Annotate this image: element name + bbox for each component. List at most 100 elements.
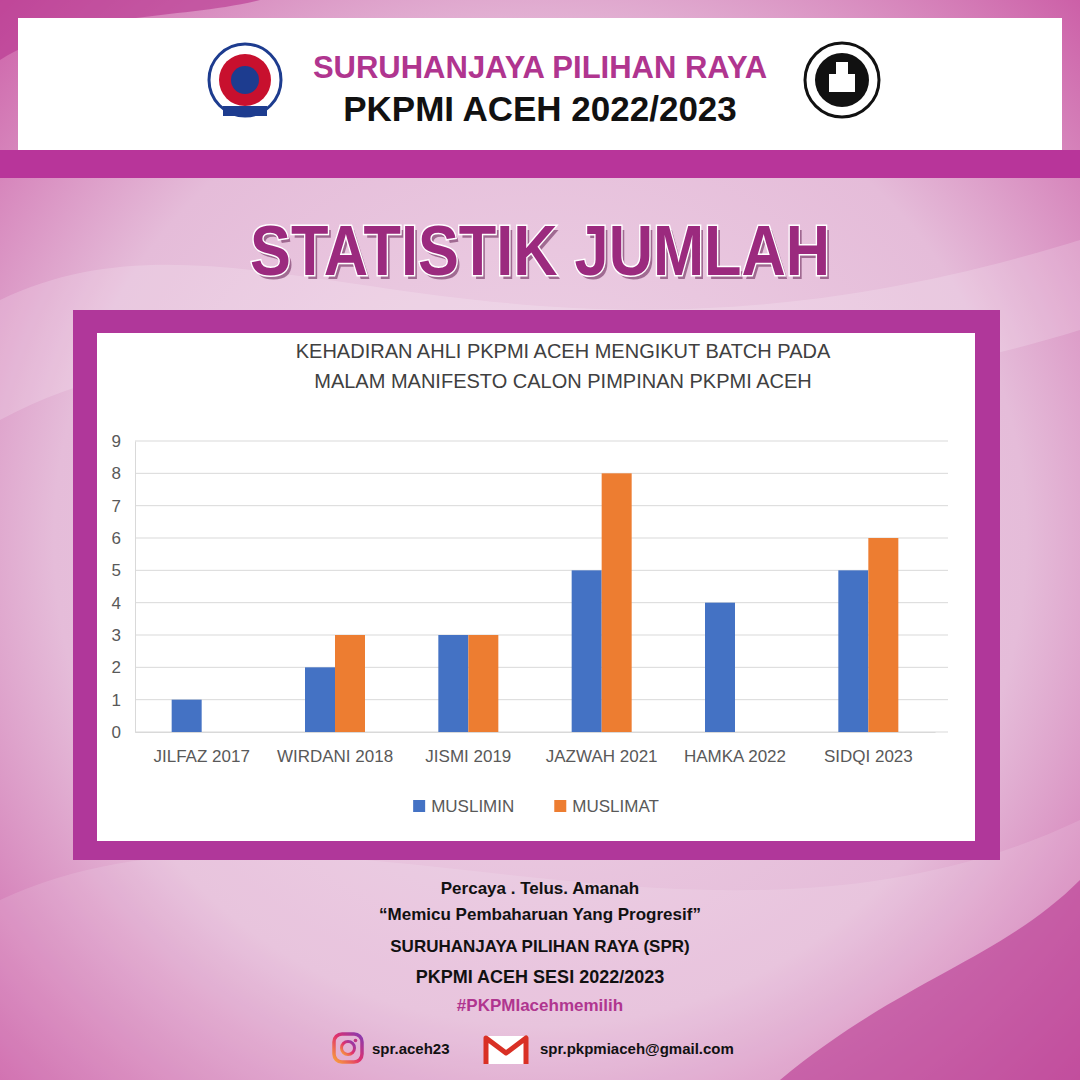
y-tick-label: 5 — [112, 561, 121, 580]
logo-left — [209, 44, 281, 116]
email-address: spr.pkpmiaceh@gmail.com — [540, 1040, 734, 1057]
x-tick-label: WIRDANI 2018 — [277, 747, 393, 766]
bar — [735, 732, 765, 733]
logo-core — [219, 54, 271, 106]
heading: STATISTIK JUMLAH — [250, 212, 830, 290]
legend: MUSLIMIN MUSLIMAT — [413, 797, 659, 816]
y-tick-label: 8 — [112, 464, 121, 483]
icon-frame — [334, 1034, 362, 1062]
chart-area — [97, 333, 975, 841]
instagram-icon — [334, 1034, 362, 1062]
legend-swatch — [554, 800, 566, 812]
x-tick-label: HAMKA 2022 — [684, 747, 786, 766]
y-axis: 0 1 2 3 4 5 6 7 8 9 — [112, 432, 136, 742]
grid-line — [135, 505, 948, 506]
x-tick-label: JILFAZ 2017 — [153, 747, 249, 766]
y-tick: 1 — [112, 691, 135, 710]
grid-line — [135, 538, 948, 539]
y-tick: 7 — [112, 497, 135, 516]
x-tick: HAMKA 2022 — [684, 732, 786, 766]
x-tick: JISMI 2019 — [425, 732, 511, 766]
y-tick: 2 — [112, 658, 135, 677]
x-tick: SIDQI 2023 — [824, 732, 913, 766]
grid-line — [135, 602, 948, 603]
icon-m — [486, 1038, 526, 1064]
bar — [838, 570, 868, 732]
bar — [305, 667, 335, 732]
y-tick-label: 9 — [112, 432, 121, 451]
x-tick: JILFAZ 2017 — [153, 732, 249, 766]
logo-right — [805, 43, 879, 117]
chart-title: KEHADIRAN AHLI PKPMI ACEH MENGIKUT BATCH… — [296, 340, 831, 392]
bar — [172, 700, 202, 732]
x-tick-label: JISMI 2019 — [425, 747, 511, 766]
bar — [438, 635, 468, 732]
icon-lens — [342, 1042, 355, 1055]
bars — [172, 473, 899, 732]
y-tick: 5 — [112, 561, 135, 580]
footer-session: PKPMI ACEH SESI 2022/2023 — [416, 967, 664, 987]
legend-label: MUSLIMIN — [431, 797, 514, 816]
bar — [572, 570, 602, 732]
logo-banner — [223, 106, 267, 116]
background-corner — [780, 880, 1080, 1080]
footer-organizer: SURUHANJAYA PILIHAN RAYA (SPR) — [390, 937, 689, 956]
footer-tagline: Percaya . Telus. Amanah — [441, 879, 639, 898]
legend-item: MUSLIMIN — [413, 797, 514, 816]
background — [0, 0, 1080, 1080]
x-axis-line — [136, 732, 936, 733]
grid — [135, 441, 948, 732]
footer-hashtag: #PKPMIacehmemilih — [457, 996, 623, 1015]
icon-envelope — [484, 1036, 528, 1064]
series — [172, 570, 869, 732]
logo-core — [815, 53, 869, 107]
x-tick: WIRDANI 2018 — [277, 732, 393, 766]
x-axis: JILFAZ 2017 WIRDANI 2018 JISMI 2019 JAZWAH … — [136, 732, 936, 766]
y-tick: 9 — [112, 432, 135, 451]
y-axis-line — [135, 442, 136, 733]
bar — [202, 732, 232, 733]
footer-motto: “Memicu Pembaharuan Yang Progresif” — [379, 905, 701, 924]
logo-box — [829, 74, 855, 92]
legend-swatch — [413, 800, 425, 812]
poster: SURUHANJAYA PILIHAN RAYA PKPMI ACEH 2022/… — [0, 0, 1080, 1080]
x-tick-label: SIDQI 2023 — [824, 747, 913, 766]
header-subtitle: PKPMI ACEH 2022/2023 — [343, 89, 737, 128]
x-tick: JAZWAH 2021 — [546, 732, 658, 766]
bar — [705, 603, 735, 732]
y-tick: 3 — [112, 626, 135, 645]
grid-line — [135, 441, 948, 442]
logo-ring — [805, 43, 879, 117]
y-tick-label: 2 — [112, 658, 121, 677]
legend-item: MUSLIMAT — [554, 797, 659, 816]
header-panel — [18, 18, 1062, 150]
bar — [335, 635, 365, 732]
y-tick-label: 7 — [112, 497, 121, 516]
y-tick: 6 — [112, 529, 135, 548]
x-tick-label: JAZWAH 2021 — [546, 747, 658, 766]
chart-frame — [73, 310, 1000, 860]
grid-line — [135, 570, 948, 571]
y-tick-label: 1 — [112, 691, 121, 710]
y-tick: 8 — [112, 464, 135, 483]
logo-ring — [209, 44, 281, 116]
grid-line — [135, 732, 948, 733]
legend-label: MUSLIMAT — [572, 797, 659, 816]
icon-dot — [354, 1039, 358, 1043]
grid-line — [135, 699, 948, 700]
grid-line — [135, 473, 948, 474]
y-tick: 0 — [112, 723, 135, 742]
grid-line — [135, 635, 948, 636]
bar — [468, 635, 498, 732]
y-tick: 4 — [112, 594, 135, 613]
y-tick-label: 4 — [112, 594, 121, 613]
header-band — [0, 150, 1080, 178]
y-tick-label: 3 — [112, 626, 121, 645]
y-tick-label: 0 — [112, 723, 121, 742]
bar — [868, 538, 898, 732]
y-tick-label: 6 — [112, 529, 121, 548]
logo-ballot — [836, 62, 848, 76]
header-title: SURUHANJAYA PILIHAN RAYA — [313, 50, 767, 85]
logo-center — [231, 66, 259, 94]
instagram-handle: spr.aceh23 — [372, 1040, 450, 1057]
